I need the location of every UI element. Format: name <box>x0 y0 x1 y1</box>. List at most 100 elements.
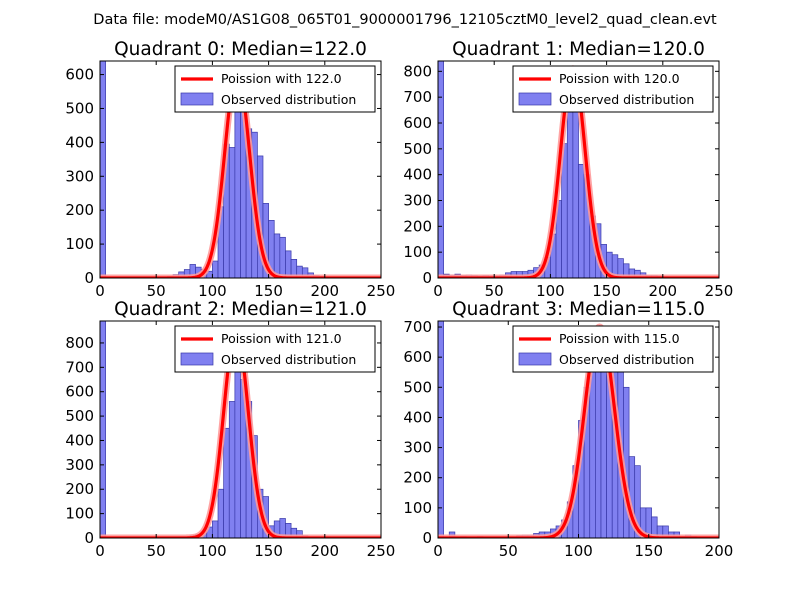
y-tick-label: 100 <box>403 243 432 261</box>
x-tick-label: 100 <box>564 542 593 560</box>
y-tick-label: 200 <box>65 480 94 498</box>
legend-label-observed: Observed distribution <box>559 92 694 107</box>
histogram-bar <box>572 99 579 278</box>
y-tick-label: 200 <box>65 201 94 219</box>
histogram-bar <box>228 147 236 278</box>
quadrant-3-chart: 0 50 100 150 200 0 100 200 300 400 500 600 700 Quadra… <box>403 299 733 560</box>
x-tick-label: 50 <box>499 542 518 560</box>
x-tick-label: 200 <box>648 282 677 300</box>
histogram-bar <box>100 321 106 538</box>
plot-frame <box>99 320 382 539</box>
x-tick-label: 250 <box>705 282 734 300</box>
legend-label-poisson: Poission with 122.0 <box>221 71 342 86</box>
x-tick-label: 200 <box>705 542 734 560</box>
histogram-bar <box>223 427 230 538</box>
y-tick-label: 800 <box>403 62 432 80</box>
x-tick-label: 150 <box>592 282 621 300</box>
y-tick-label: 300 <box>65 456 94 474</box>
quadrant-0-chart: 0 50 100 150 200 250 0 100 200 300 400 500 600 Quadra… <box>65 39 395 300</box>
x-tick-label: 100 <box>198 282 227 300</box>
x-tick-label: 100 <box>536 282 565 300</box>
histogram-bar <box>273 233 281 278</box>
x-tick-label: 150 <box>634 542 663 560</box>
quadrant-1-chart: 0 50 100 150 200 250 0 100 200 300 400 500 600 700 800… <box>403 39 733 300</box>
legend-bar-swatch <box>180 92 214 106</box>
histogram-bar <box>634 465 641 538</box>
histogram-bar <box>212 520 219 538</box>
y-tick-label: 200 <box>403 469 432 487</box>
y-tick-label: 600 <box>65 66 94 84</box>
histogram-bar <box>217 488 224 538</box>
plot-frame <box>437 60 720 279</box>
chart-title: Quadrant 0: Median=122.0 <box>114 39 367 60</box>
y-tick-label: 0 <box>84 269 94 287</box>
chart-title: Quadrant 1: Median=120.0 <box>452 39 705 60</box>
histogram-bar <box>296 530 303 538</box>
histogram-bar <box>234 87 241 278</box>
legend-bar-swatch <box>518 352 552 366</box>
figure-title: Data file: modeM0/AS1G08_065T01_90000017… <box>93 12 717 28</box>
histogram-bar <box>589 371 596 538</box>
x-tick-label: 250 <box>367 542 396 560</box>
y-tick-label: 100 <box>65 235 94 253</box>
y-tick-label: 0 <box>422 269 432 287</box>
plot-frame <box>99 60 382 279</box>
histogram-bar <box>100 61 106 278</box>
x-tick-label: 250 <box>367 282 396 300</box>
legend-bar-swatch <box>180 352 214 366</box>
y-tick-label: 100 <box>403 499 432 517</box>
legend-label-observed: Observed distribution <box>559 352 694 367</box>
histogram-bar <box>438 61 444 278</box>
y-tick-label: 200 <box>403 217 432 235</box>
quadrant-2-chart: 0 50 100 150 200 250 0 100 200 300 400 500 600 700 800… <box>65 299 395 560</box>
histogram-bar <box>566 99 574 278</box>
y-tick-label: 500 <box>65 99 94 117</box>
x-tick-label: 200 <box>310 282 339 300</box>
x-tick-label: 0 <box>95 282 105 300</box>
y-tick-label: 800 <box>65 334 94 352</box>
y-tick-label: 600 <box>403 114 432 132</box>
y-tick-label: 0 <box>84 529 94 547</box>
y-tick-label: 400 <box>65 431 94 449</box>
histogram-bar <box>234 354 241 538</box>
y-tick-label: 300 <box>65 167 94 185</box>
x-tick-label: 50 <box>147 282 166 300</box>
histogram-bar <box>578 163 585 278</box>
histogram-bar <box>212 260 219 278</box>
x-tick-label: 0 <box>433 542 443 560</box>
legend: Poission with 121.0 Observed distribution <box>174 325 376 373</box>
y-tick-label: 500 <box>403 140 432 158</box>
y-tick-label: 100 <box>65 505 94 523</box>
y-tick-label: 700 <box>65 358 94 376</box>
plot-area <box>438 321 719 538</box>
y-tick-label: 400 <box>403 408 432 426</box>
x-tick-label: 200 <box>310 542 339 560</box>
poisson-fit-line <box>438 325 719 538</box>
chart-title: Quadrant 2: Median=121.0 <box>114 299 367 320</box>
y-tick-label: 700 <box>403 88 432 106</box>
histogram-bar <box>228 401 236 538</box>
y-tick-label: 700 <box>403 318 432 336</box>
chart-title: Quadrant 3: Median=115.0 <box>452 299 705 320</box>
legend-label-observed: Observed distribution <box>221 352 356 367</box>
y-tick-label: 0 <box>422 529 432 547</box>
x-tick-label: 150 <box>254 542 283 560</box>
histogram-bar <box>438 321 444 538</box>
y-tick-label: 300 <box>403 439 432 457</box>
histogram-bar <box>279 236 286 278</box>
y-tick-label: 300 <box>403 192 432 210</box>
y-tick-label: 600 <box>403 348 432 366</box>
legend: Poission with 115.0 Observed distribution <box>512 325 714 373</box>
y-tick-label: 500 <box>403 378 432 396</box>
x-tick-label: 50 <box>147 542 166 560</box>
x-tick-label: 150 <box>254 282 283 300</box>
legend-label-poisson: Poission with 121.0 <box>221 331 342 346</box>
x-tick-label: 0 <box>433 282 443 300</box>
y-tick-label: 600 <box>65 383 94 401</box>
legend-label-poisson: Poission with 115.0 <box>559 331 680 346</box>
y-tick-label: 400 <box>403 166 432 184</box>
x-tick-label: 50 <box>485 282 504 300</box>
legend: Poission with 122.0 Observed distribution <box>174 65 376 113</box>
legend-bar-swatch <box>518 92 552 106</box>
